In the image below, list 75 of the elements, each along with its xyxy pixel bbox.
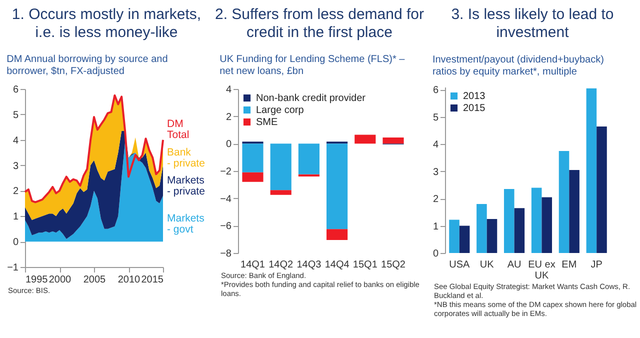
x-tick-label: 2000: [48, 274, 72, 286]
bar: [449, 220, 460, 253]
bar: [514, 208, 525, 253]
bar: [586, 88, 597, 253]
bar: [326, 229, 348, 240]
chart-title: 3. Is less likely to lead to investment: [450, 6, 615, 43]
chart-title: 2. Suffers from less demand for credit in the first place: [215, 6, 424, 43]
bar: [531, 188, 542, 253]
y-tick-label: 2: [226, 112, 232, 123]
y-tick-label: 2: [432, 194, 439, 206]
x-tick-label: UK: [480, 260, 494, 270]
x-tick-label: JP: [590, 260, 603, 270]
bar: [270, 144, 292, 190]
series-label: Markets - private: [167, 174, 206, 198]
y-tick-label: 0: [226, 139, 232, 150]
y-tick-label: 0: [12, 237, 19, 248]
chart-subtitle: DM Annual borrowing by source and borrower, $tn, FX-adjusted: [6, 54, 168, 77]
x-tick-label: 1995: [26, 274, 48, 286]
y-tick-label: 0: [432, 248, 439, 260]
y-tick-label: 2: [12, 186, 19, 198]
x-tick-label: AU: [507, 260, 522, 270]
x-tick-label: 14Q1: [240, 260, 266, 270]
bar: [504, 189, 514, 253]
bar: [382, 138, 404, 144]
x-tick-label: EU ex UK: [528, 260, 556, 282]
y-tick-label: 6: [12, 84, 19, 96]
bar: [596, 126, 607, 253]
bar: [326, 144, 348, 230]
y-tick-label: 4: [12, 135, 19, 146]
x-tick-label: 14Q4: [324, 260, 350, 270]
y-tick-label: 4: [226, 84, 232, 96]
bar: [476, 204, 487, 253]
x-tick-label: 14Q2: [268, 260, 294, 270]
y-tick-label: 1: [12, 212, 19, 223]
x-tick-label: USA: [449, 260, 470, 270]
bar: [242, 144, 264, 172]
chart-title: 1. Occurs mostly in markets, i.e. is less money-like: [10, 6, 202, 43]
y-tick-label: −2: [220, 166, 232, 178]
bar: [486, 218, 498, 253]
legend-label: SME: [256, 117, 278, 128]
series-label: Bank - private: [167, 146, 206, 170]
chart-subtitle: UK Funding for Lending Scheme (FLS)* – net new loans, £bn: [220, 54, 406, 77]
x-tick-label: 2005: [83, 274, 106, 286]
series-label: Markets - govt: [167, 212, 204, 236]
bar: [542, 197, 552, 253]
x-tick-label: EM: [562, 260, 577, 270]
x-tick-label: 2010: [118, 274, 141, 286]
legend-label: Non-bank credit provider: [256, 93, 366, 104]
y-tick-label: 5: [12, 110, 19, 121]
legend-label: 2013: [463, 91, 486, 102]
series-label: DM Total: [167, 118, 190, 141]
bar: [459, 226, 470, 253]
x-tick-label: 15Q1: [352, 260, 378, 270]
y-tick-label: −4: [220, 194, 232, 205]
legend-label: Large corp: [256, 105, 304, 116]
bar: [354, 134, 376, 144]
bar: [270, 190, 292, 195]
y-tick-label: 1: [432, 221, 439, 232]
y-tick-label: 6: [432, 85, 439, 96]
y-tick-label: 3: [432, 166, 439, 178]
bar: [569, 170, 580, 253]
y-tick-label: −1: [7, 262, 19, 274]
y-tick-label: 5: [432, 112, 439, 124]
bar: [298, 144, 320, 174]
x-tick-label: 14Q3: [296, 260, 322, 270]
y-tick-label: −8: [220, 248, 232, 260]
bar: [558, 150, 570, 253]
y-tick-label: −6: [220, 221, 232, 232]
chart-subtitle: Investment/payout (dividend+buyback) ratios by equity market*, multiple: [432, 54, 604, 78]
bar: [242, 172, 264, 182]
y-tick-label: 3: [12, 160, 19, 172]
legend-label: 2015: [463, 103, 486, 114]
x-tick-label: 15Q2: [381, 260, 406, 270]
y-tick-label: 4: [432, 140, 439, 151]
x-tick-label: 2015: [141, 274, 164, 286]
